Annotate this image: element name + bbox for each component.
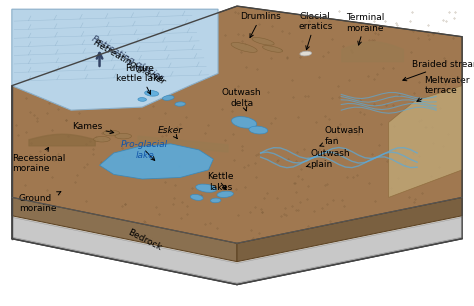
Polygon shape — [12, 237, 462, 285]
Polygon shape — [237, 197, 462, 262]
Ellipse shape — [163, 95, 174, 100]
Text: Pro-glacial
lake: Pro-glacial lake — [121, 140, 168, 160]
Ellipse shape — [138, 98, 146, 101]
Ellipse shape — [300, 51, 311, 56]
Text: Ground
moraine: Ground moraine — [19, 192, 61, 213]
Polygon shape — [12, 197, 462, 263]
Polygon shape — [12, 6, 462, 243]
Polygon shape — [12, 86, 40, 197]
Text: Terminal
moraine: Terminal moraine — [346, 13, 384, 45]
Text: Future
kettle lake: Future kettle lake — [116, 64, 164, 94]
Text: Recessional
moraine: Recessional moraine — [12, 147, 65, 174]
Polygon shape — [389, 86, 462, 197]
Text: Meltwater
terrace: Meltwater terrace — [417, 76, 470, 101]
Ellipse shape — [210, 198, 221, 203]
Text: Braided stream: Braided stream — [403, 60, 474, 81]
Ellipse shape — [231, 43, 257, 52]
Ellipse shape — [145, 91, 159, 96]
Ellipse shape — [175, 102, 185, 106]
Polygon shape — [12, 197, 237, 262]
Ellipse shape — [217, 191, 233, 197]
Text: Kames: Kames — [72, 122, 114, 134]
Text: Bedrock: Bedrock — [126, 228, 163, 252]
Text: Kettle
lakes: Kettle lakes — [207, 172, 234, 192]
Polygon shape — [100, 144, 213, 179]
Ellipse shape — [252, 37, 274, 45]
Polygon shape — [12, 217, 462, 285]
Polygon shape — [12, 9, 218, 110]
Text: Outwash
plain: Outwash plain — [306, 149, 350, 169]
Polygon shape — [12, 190, 40, 239]
Text: Retreating glacier: Retreating glacier — [90, 34, 164, 82]
Ellipse shape — [103, 130, 119, 136]
Ellipse shape — [231, 117, 257, 128]
Ellipse shape — [190, 194, 203, 200]
Text: Glacial
erratics: Glacial erratics — [298, 12, 332, 50]
Ellipse shape — [93, 136, 110, 142]
Text: Outwash
delta: Outwash delta — [222, 88, 262, 111]
Text: Retreating glacier: Retreating glacier — [92, 39, 167, 87]
Text: Esker: Esker — [158, 125, 183, 139]
Ellipse shape — [115, 133, 131, 139]
Ellipse shape — [249, 126, 268, 134]
Text: Drumlins: Drumlins — [240, 12, 281, 38]
Ellipse shape — [263, 46, 283, 52]
Ellipse shape — [196, 184, 217, 192]
Text: Outwash
fan: Outwash fan — [320, 126, 365, 146]
